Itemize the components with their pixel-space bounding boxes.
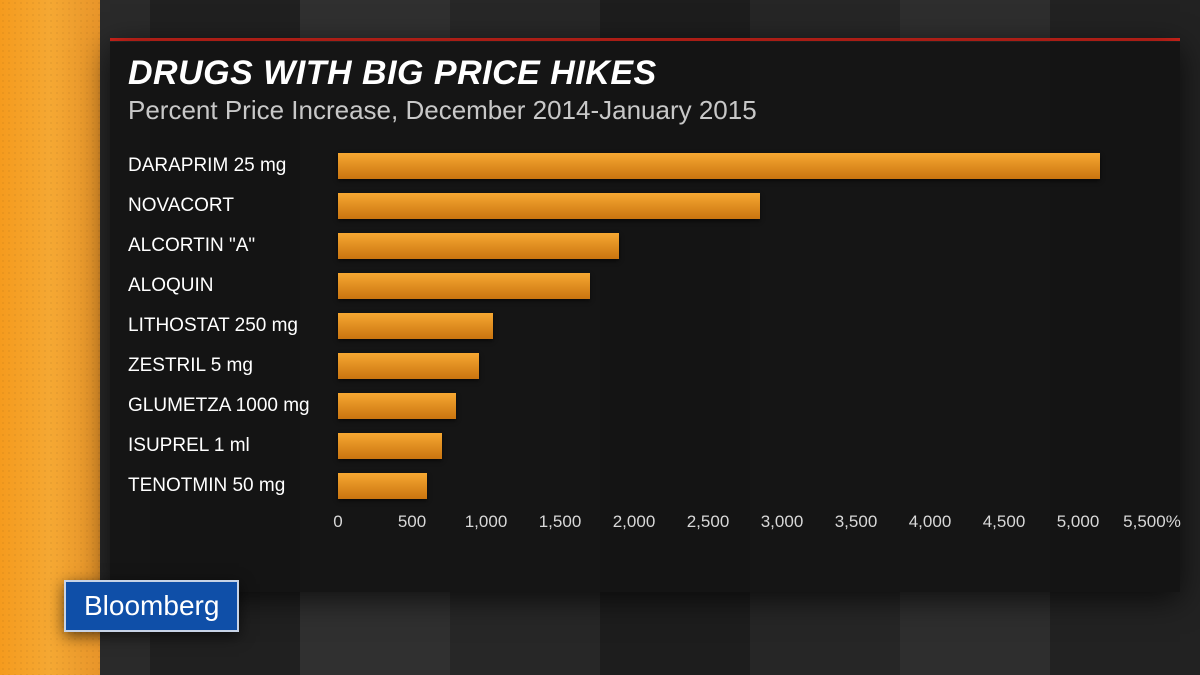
bar-row: NOVACORT bbox=[128, 186, 1152, 226]
bar bbox=[338, 193, 760, 219]
bar-label: NOVACORT bbox=[128, 195, 338, 217]
side-accent-bar bbox=[0, 0, 100, 675]
bar bbox=[338, 473, 427, 499]
bar-label: TENOTMIN 50 mg bbox=[128, 475, 338, 497]
bar-track bbox=[338, 153, 1152, 179]
bar-track bbox=[338, 273, 1152, 299]
bar bbox=[338, 313, 493, 339]
bar-track bbox=[338, 473, 1152, 499]
chart-header: DRUGS WITH BIG PRICE HIKES Percent Price… bbox=[110, 42, 1180, 132]
x-tick: 2,500 bbox=[687, 512, 730, 532]
x-tick: 4,000 bbox=[909, 512, 952, 532]
x-tick: 0 bbox=[333, 512, 342, 532]
bar-track bbox=[338, 393, 1152, 419]
bar-label: ZESTRIL 5 mg bbox=[128, 355, 338, 377]
bar-row: LITHOSTAT 250 mg bbox=[128, 306, 1152, 346]
bar-label: GLUMETZA 1000 mg bbox=[128, 395, 338, 417]
chart-plot: DARAPRIM 25 mg NOVACORT ALCORTIN "A" ALOQUI… bbox=[128, 146, 1152, 556]
chart-panel: DRUGS WITH BIG PRICE HIKES Percent Price… bbox=[110, 42, 1180, 592]
x-tick: 4,500 bbox=[983, 512, 1026, 532]
chart-subtitle: Percent Price Increase, December 2014-Ja… bbox=[128, 95, 1162, 126]
bar-row: ALOQUIN bbox=[128, 266, 1152, 306]
bar-row: DARAPRIM 25 mg bbox=[128, 146, 1152, 186]
bar-track bbox=[338, 193, 1152, 219]
x-tick: 2,000 bbox=[613, 512, 656, 532]
bar-row: ALCORTIN "A" bbox=[128, 226, 1152, 266]
x-tick: 500 bbox=[398, 512, 426, 532]
bar-label: LITHOSTAT 250 mg bbox=[128, 315, 338, 337]
x-tick: 3,000 bbox=[761, 512, 804, 532]
top-red-rule bbox=[110, 38, 1180, 41]
bar-label: ALCORTIN "A" bbox=[128, 235, 338, 257]
bar bbox=[338, 433, 442, 459]
bar-track bbox=[338, 433, 1152, 459]
bar bbox=[338, 353, 479, 379]
chart-title: DRUGS WITH BIG PRICE HIKES bbox=[128, 54, 1162, 93]
bar-track bbox=[338, 313, 1152, 339]
bar-label: ISUPREL 1 ml bbox=[128, 435, 338, 457]
bar-row: ISUPREL 1 ml bbox=[128, 426, 1152, 466]
bar bbox=[338, 233, 619, 259]
bar-row: GLUMETZA 1000 mg bbox=[128, 386, 1152, 426]
x-tick: 1,000 bbox=[465, 512, 508, 532]
bar bbox=[338, 153, 1100, 179]
x-axis: 05001,0001,5002,0002,5003,0003,5004,0004… bbox=[338, 512, 1152, 536]
bar-track bbox=[338, 233, 1152, 259]
bar-label: ALOQUIN bbox=[128, 275, 338, 297]
x-tick: 5,500% bbox=[1123, 512, 1181, 532]
x-tick: 3,500 bbox=[835, 512, 878, 532]
bar bbox=[338, 273, 590, 299]
x-tick: 1,500 bbox=[539, 512, 582, 532]
bar-row: ZESTRIL 5 mg bbox=[128, 346, 1152, 386]
bar-label: DARAPRIM 25 mg bbox=[128, 155, 338, 177]
bar-track bbox=[338, 353, 1152, 379]
bar-row: TENOTMIN 50 mg bbox=[128, 466, 1152, 506]
bloomberg-logo: Bloomberg bbox=[64, 580, 239, 632]
x-tick: 5,000 bbox=[1057, 512, 1100, 532]
bar bbox=[338, 393, 456, 419]
